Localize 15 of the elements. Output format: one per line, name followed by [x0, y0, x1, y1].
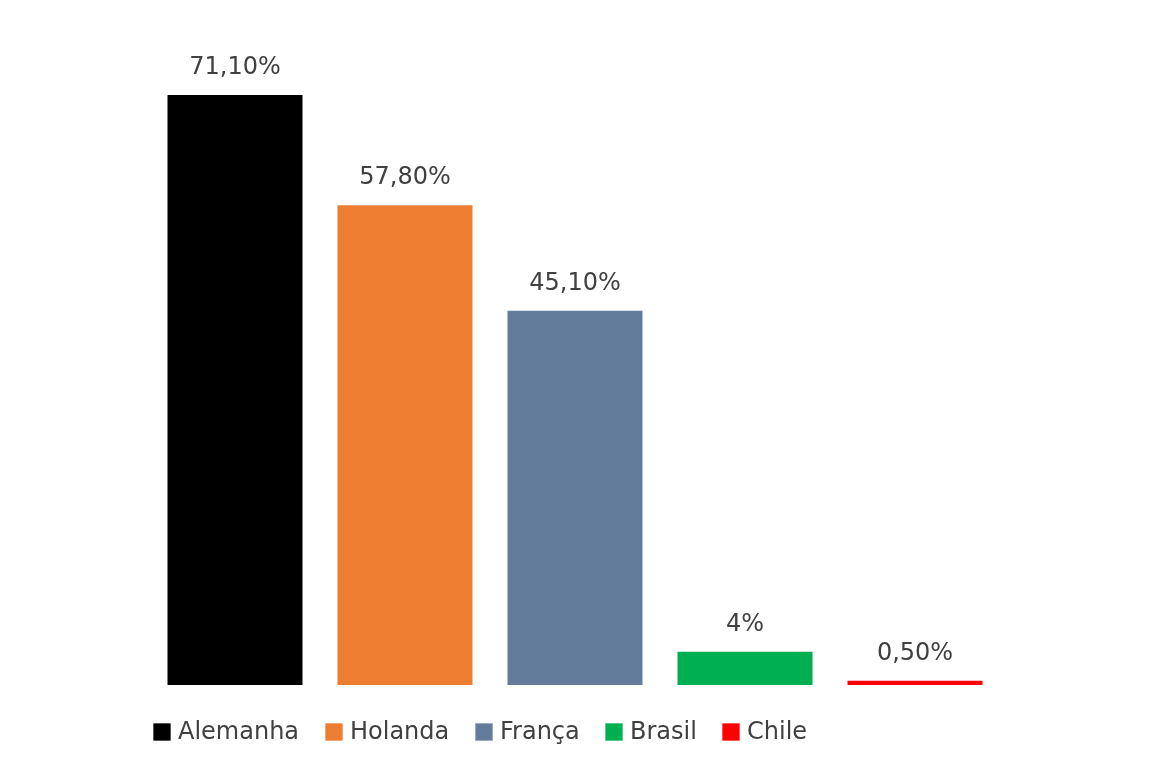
- bar: [167, 95, 303, 685]
- legend-label: Alemanha: [178, 717, 300, 745]
- legend-label: França: [500, 717, 580, 745]
- legend-label: Brasil: [630, 717, 697, 745]
- bar: [337, 205, 473, 685]
- data-label: 57,80%: [359, 162, 451, 191]
- data-label: 4%: [725, 608, 765, 637]
- data-label: 71,10%: [189, 52, 281, 80]
- legend-label: Holanda: [350, 717, 450, 745]
- bar: [677, 651, 813, 685]
- data-label: 45,10%: [529, 267, 621, 296]
- data-label: 0,50%: [876, 637, 954, 666]
- bar: [847, 680, 983, 685]
- legend-label: Chile: [747, 717, 808, 745]
- bar: [507, 310, 643, 685]
